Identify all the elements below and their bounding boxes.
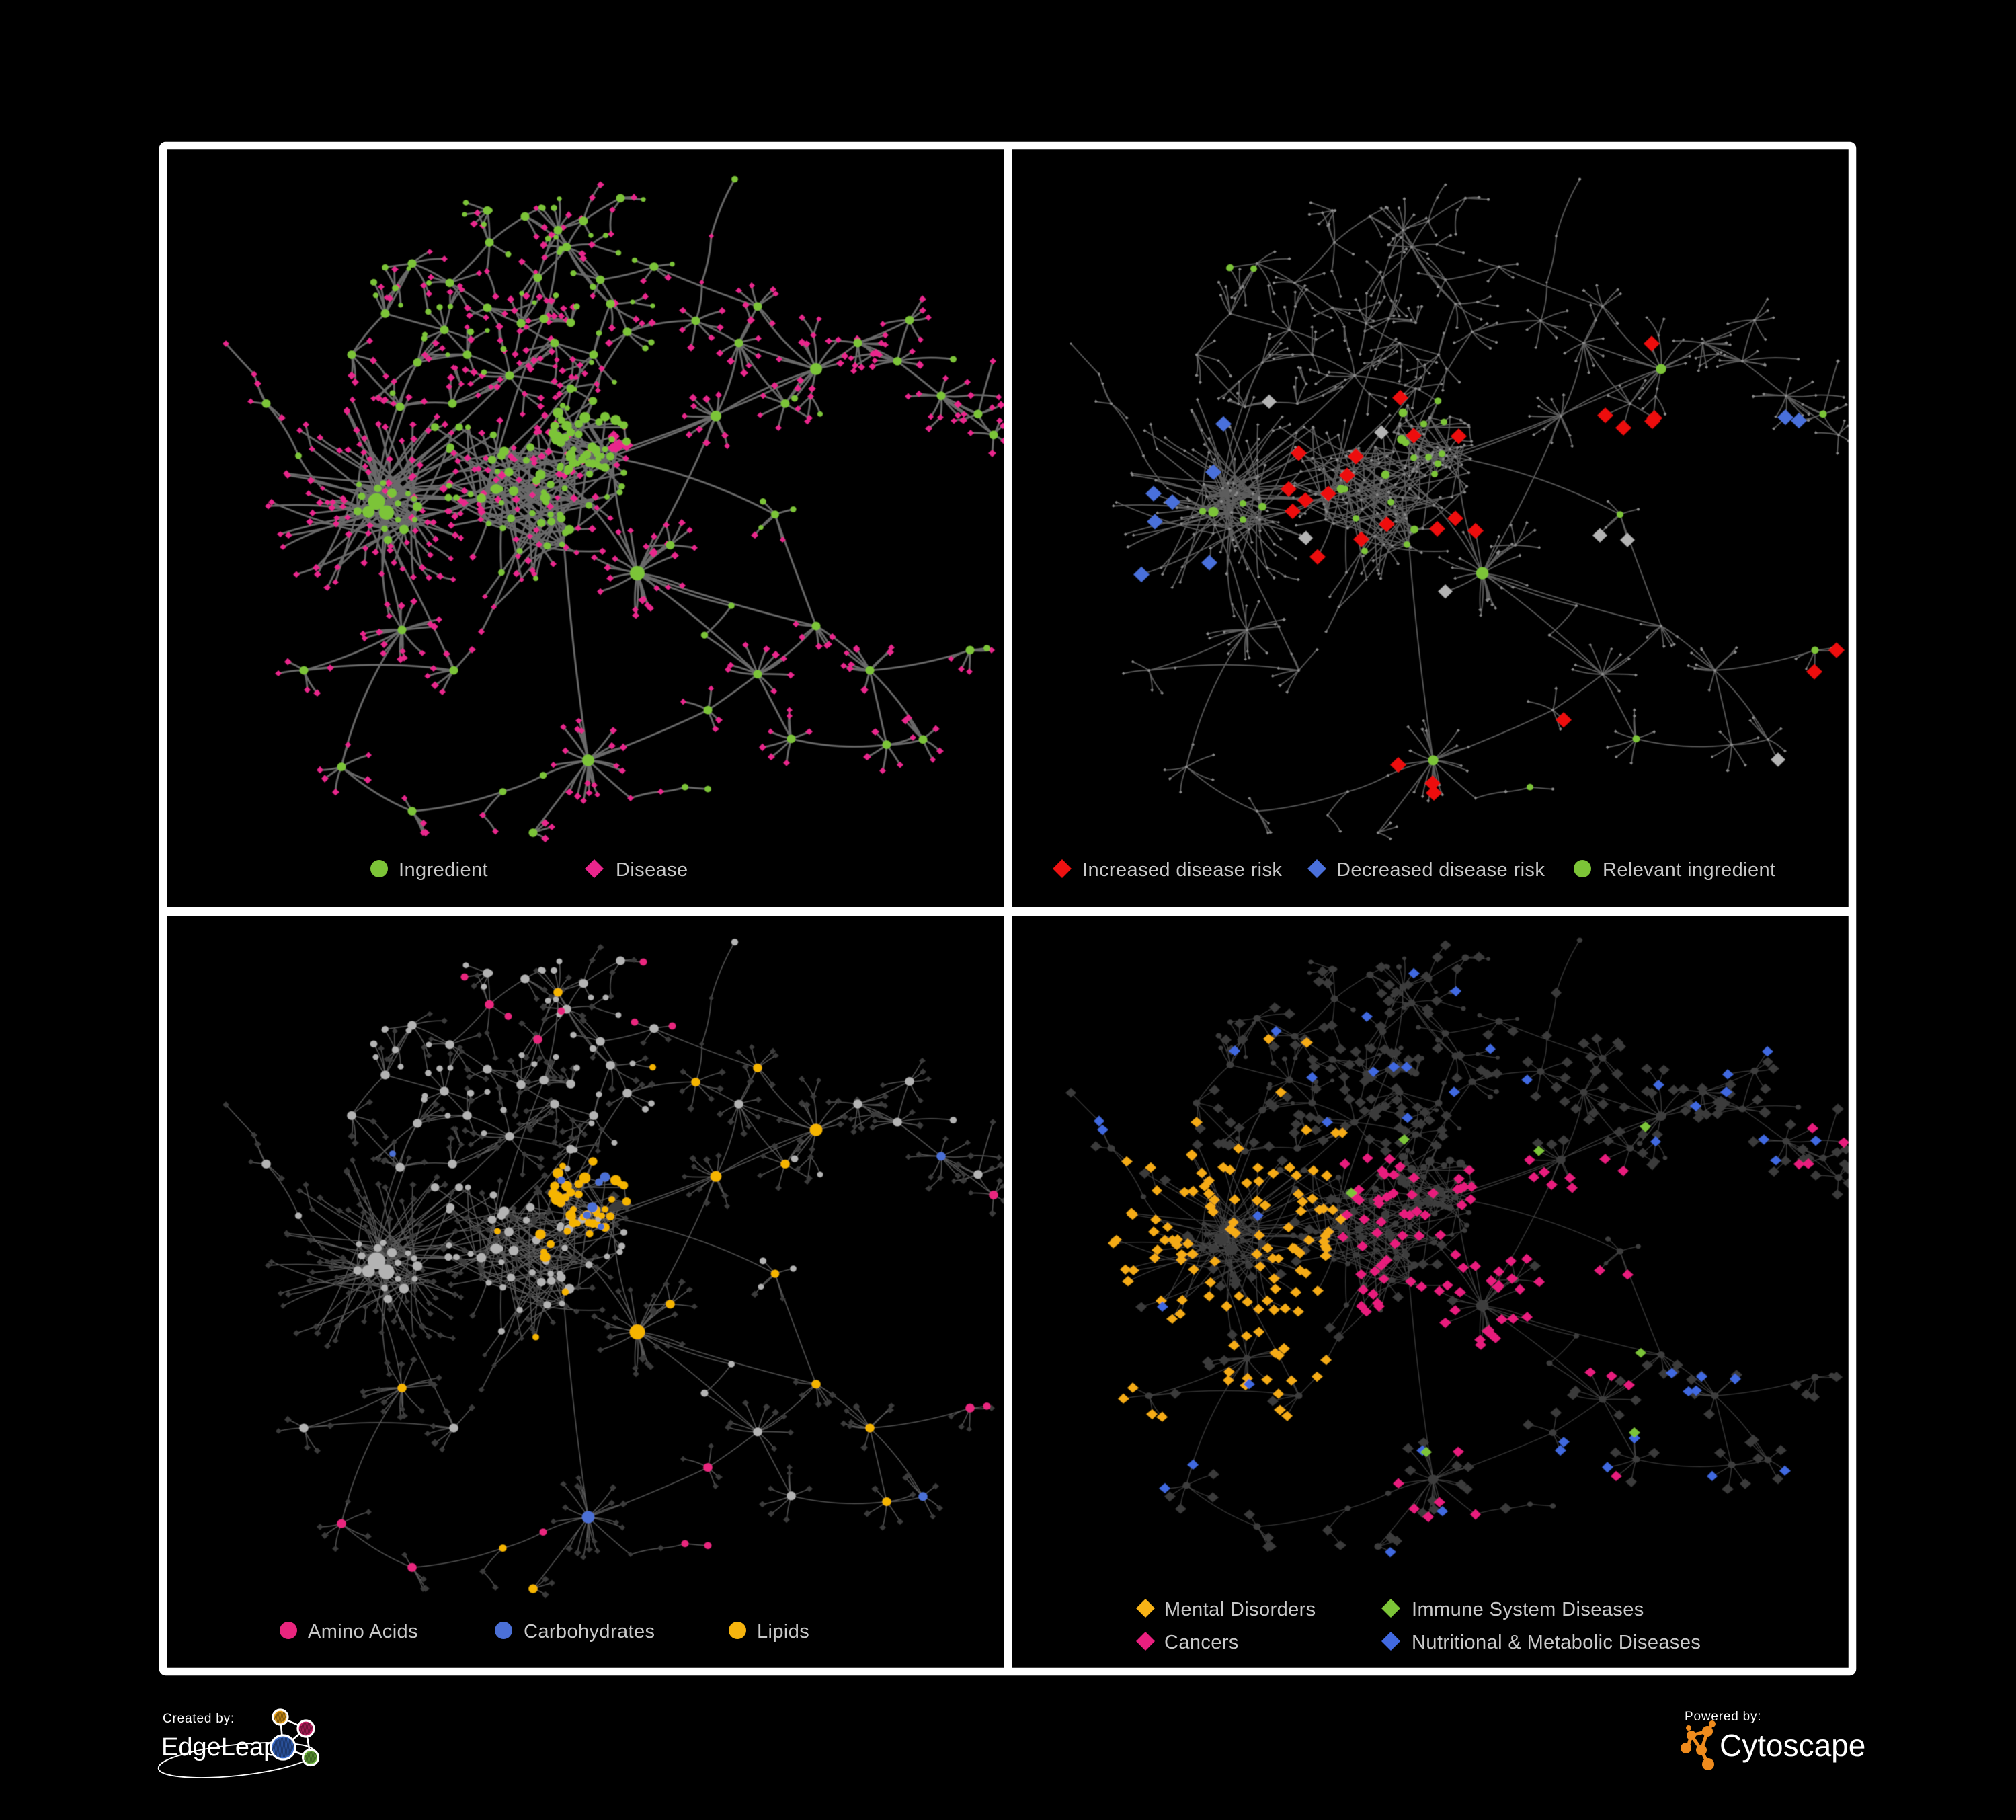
svg-text:Amino Acids: Amino Acids xyxy=(308,1621,418,1643)
svg-text:Immune System Diseases: Immune System Diseases xyxy=(1412,1599,1644,1620)
svg-text:Created by:: Created by: xyxy=(163,1712,235,1726)
svg-text:Nutritional & Metabolic Diseas: Nutritional & Metabolic Diseases xyxy=(1412,1632,1701,1653)
svg-text:Lipids: Lipids xyxy=(757,1621,809,1643)
svg-text:Increased disease risk: Increased disease risk xyxy=(1082,859,1282,881)
svg-text:EdgeLeap: EdgeLeap xyxy=(161,1733,278,1762)
svg-text:Disease: Disease xyxy=(616,859,688,881)
svg-text:Relevant ingredient: Relevant ingredient xyxy=(1603,859,1775,881)
svg-text:Carbohydrates: Carbohydrates xyxy=(524,1621,655,1643)
svg-text:Ingredient: Ingredient xyxy=(399,859,488,881)
svg-text:Decreased disease risk: Decreased disease risk xyxy=(1336,859,1545,881)
svg-text:Powered by:: Powered by: xyxy=(1685,1710,1761,1724)
svg-text:Cytoscape: Cytoscape xyxy=(1720,1728,1865,1763)
svg-text:Mental Disorders: Mental Disorders xyxy=(1164,1599,1316,1620)
svg-text:Cancers: Cancers xyxy=(1164,1632,1239,1653)
